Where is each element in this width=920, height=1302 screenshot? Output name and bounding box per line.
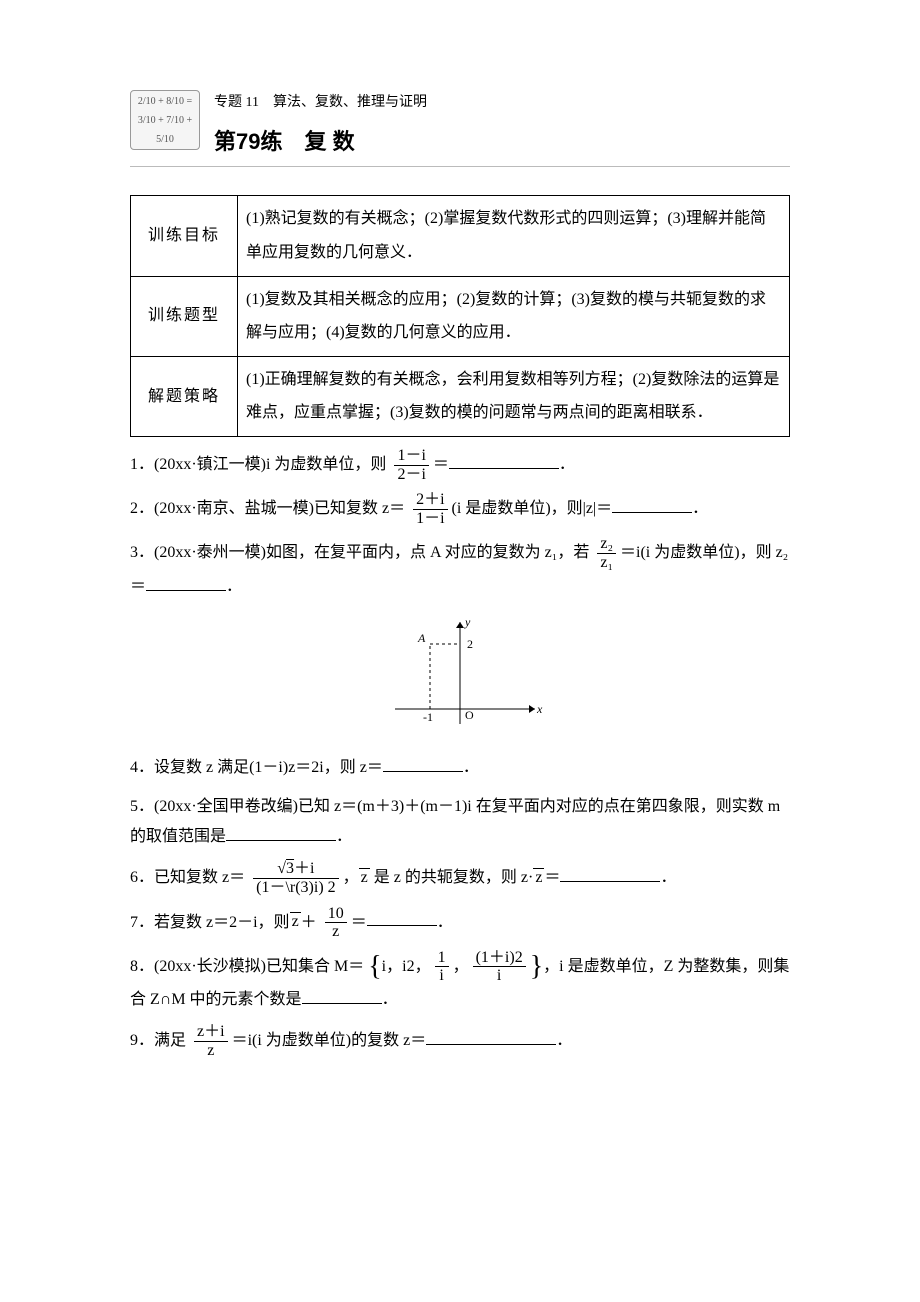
row-label: 训练目标 bbox=[131, 196, 238, 276]
summary-table: 训练目标(1)熟记复数的有关概念；(2)掌握复数代数形式的四则运算；(3)理解并… bbox=[130, 195, 790, 437]
svg-text:O: O bbox=[465, 708, 474, 722]
p3-fraction: z₂ z₁ bbox=[595, 535, 618, 571]
p3-blank bbox=[146, 574, 226, 591]
problem-3: 3．(20xx·泰州一模)如图，在复平面内，点 A 对应的复数为 z₁，若 z₂… bbox=[130, 535, 790, 602]
header-text: 专题 11 算法、复数、推理与证明 第79练 复 数 bbox=[214, 90, 790, 162]
table-row: 训练目标(1)熟记复数的有关概念；(2)掌握复数代数形式的四则运算；(3)理解并… bbox=[131, 196, 790, 276]
table-row: 训练题型(1)复数及其相关概念的应用；(2)复数的计算；(3)复数的模与共轭复数… bbox=[131, 276, 790, 356]
row-label: 解题策略 bbox=[131, 356, 238, 436]
problem-5: 5．(20xx·全国甲卷改编)已知 z＝(m＋3)＋(m－1)i 在复平面内对应… bbox=[130, 792, 790, 853]
problem-2: 2．(20xx·南京、盐城一模)已知复数 z＝ 2＋i 1－i (i 是虚数单位… bbox=[130, 491, 790, 527]
p7-fraction: 10 z bbox=[323, 905, 349, 941]
p5-blank bbox=[226, 824, 336, 841]
p7-blank bbox=[367, 909, 437, 926]
p8-blank bbox=[302, 987, 382, 1004]
header-icon: 2/10 + 8/10 = 3/10 + 7/10 + 5/10 bbox=[130, 90, 200, 150]
page-title: 第79练 复 数 bbox=[214, 121, 790, 163]
complex-plane-figure: O x y -1 2 A bbox=[375, 614, 545, 734]
problem-6: 6．已知复数 z＝ 3＋i (1－\r(3)i) 2 ，z 是 z 的共轭复数，… bbox=[130, 860, 790, 896]
p4-blank bbox=[383, 755, 463, 772]
svg-text:-1: -1 bbox=[423, 710, 433, 724]
p1-fraction: 1－i 2－i bbox=[392, 447, 430, 483]
svg-text:2: 2 bbox=[467, 637, 473, 651]
p6-fraction: 3＋i (1－\r(3)i) 2 bbox=[251, 860, 341, 896]
row-content: (1)熟记复数的有关概念；(2)掌握复数代数形式的四则运算；(3)理解并能简单应… bbox=[238, 196, 790, 276]
p2-prefix: 2．(20xx·南京、盐城一模)已知复数 z＝ bbox=[130, 500, 405, 517]
p3-prefix: 3．(20xx·泰州一模)如图，在复平面内，点 A 对应的复数为 z₁，若 bbox=[130, 544, 589, 561]
p9-fraction: z＋i z bbox=[192, 1023, 230, 1059]
page: 2/10 + 8/10 = 3/10 + 7/10 + 5/10 专题 11 算… bbox=[0, 0, 920, 1302]
svg-text:y: y bbox=[464, 615, 471, 629]
table-row: 解题策略(1)正确理解复数的有关概念，会利用复数相等列方程；(2)复数除法的运算… bbox=[131, 356, 790, 436]
header: 2/10 + 8/10 = 3/10 + 7/10 + 5/10 专题 11 算… bbox=[130, 90, 790, 167]
topic-label: 专题 11 算法、复数、推理与证明 bbox=[214, 90, 790, 117]
problem-1: 1．(20xx·镇江一模)i 为虚数单位，则 1－i 2－i ＝． bbox=[130, 447, 790, 483]
p2-blank bbox=[612, 496, 692, 513]
p6-blank bbox=[560, 865, 660, 882]
p9-blank bbox=[426, 1028, 556, 1045]
svg-text:x: x bbox=[536, 702, 543, 716]
set-braces: {i，i2，1i，(1＋i)2i} bbox=[368, 949, 543, 985]
problem-3-figure: O x y -1 2 A bbox=[130, 614, 790, 745]
problem-4: 4．设复数 z 满足(1－i)z＝2i，则 z＝． bbox=[130, 753, 790, 783]
row-content: (1)复数及其相关概念的应用；(2)复数的计算；(3)复数的模与共轭复数的求解与… bbox=[238, 276, 790, 356]
p1-blank bbox=[449, 452, 559, 469]
p2-fraction: 2＋i 1－i bbox=[411, 491, 449, 527]
row-label: 训练题型 bbox=[131, 276, 238, 356]
problem-9: 9．满足 z＋i z ＝i(i 为虚数单位)的复数 z＝． bbox=[130, 1023, 790, 1059]
problem-8: 8．(20xx·长沙模拟)已知集合 M＝ {i，i2，1i，(1＋i)2i}，i… bbox=[130, 949, 790, 1016]
row-content: (1)正确理解复数的有关概念，会利用复数相等列方程；(2)复数除法的运算是难点，… bbox=[238, 356, 790, 436]
p1-prefix: 1．(20xx·镇江一模)i 为虚数单位，则 bbox=[130, 456, 386, 473]
problem-7: 7．若复数 z＝2－i，则z＋ 10 z ＝． bbox=[130, 905, 790, 941]
svg-text:A: A bbox=[417, 631, 426, 645]
